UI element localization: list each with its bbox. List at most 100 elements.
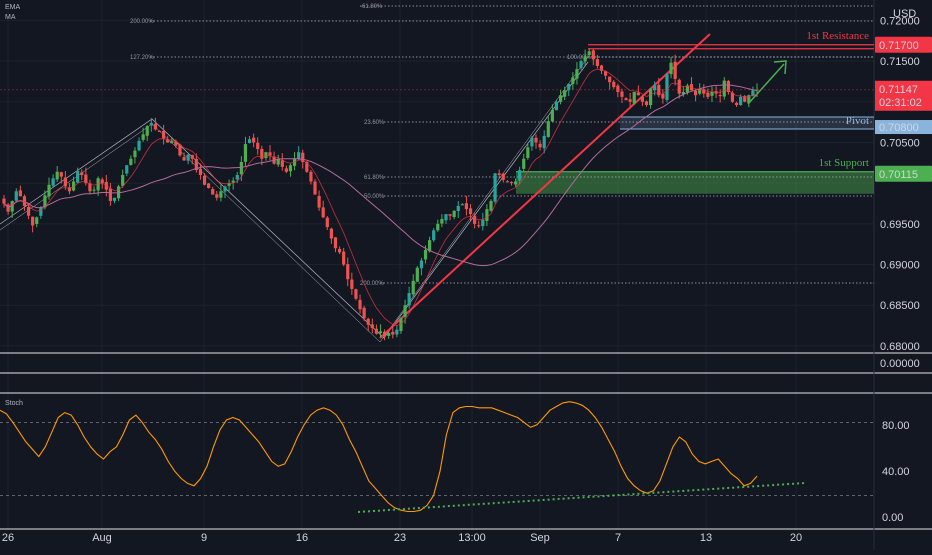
candle-body <box>104 181 108 190</box>
candle-body <box>685 85 690 93</box>
candle-body <box>84 174 88 184</box>
candle-body <box>108 188 113 202</box>
stoch-label: Stoch <box>5 400 23 407</box>
candle-body <box>362 307 366 319</box>
candle-body <box>595 59 599 66</box>
candle-body <box>624 98 628 101</box>
candle-body <box>411 280 415 295</box>
price-tick: 0.72000 <box>880 15 920 27</box>
candle-body <box>702 89 706 94</box>
candle-body <box>22 196 27 206</box>
candle-body <box>211 189 215 195</box>
candle-body <box>403 305 407 317</box>
candle-body <box>112 197 117 201</box>
ema-line <box>3 68 758 327</box>
candle-body <box>661 93 665 99</box>
candle-body <box>419 260 424 269</box>
fib-label: 127.20% <box>130 55 154 61</box>
candle-body <box>444 214 448 221</box>
currency-label: USD <box>893 8 916 20</box>
stoch-tick: 40.00 <box>882 466 910 478</box>
candle-body <box>215 194 219 198</box>
candle-body <box>231 180 235 183</box>
support-tag-text: 0.70115 <box>879 169 918 181</box>
candle-body <box>194 158 198 171</box>
candle-body <box>313 181 317 195</box>
fib-label: 23.60% <box>364 120 385 126</box>
candle-body <box>166 139 170 143</box>
pattern-outline <box>0 61 589 339</box>
candle-body <box>530 137 534 147</box>
candle-body <box>673 61 677 79</box>
candle-body <box>162 130 166 139</box>
candle-body <box>522 158 526 169</box>
candle-body <box>297 152 301 160</box>
ma-line <box>3 84 758 267</box>
candle-body <box>370 324 374 329</box>
candle-body <box>129 158 133 165</box>
candle-body <box>219 191 223 198</box>
fib-label: -61.80% <box>360 4 383 10</box>
candle-body <box>31 216 35 226</box>
time-tick: Aug <box>92 532 112 544</box>
candle-body <box>542 135 546 149</box>
candle-body <box>460 204 464 206</box>
candle-body <box>288 165 293 172</box>
candle-body <box>612 81 616 88</box>
candle-body <box>657 84 661 96</box>
candle-body <box>10 201 14 212</box>
candle-body <box>63 177 67 187</box>
candle-body <box>526 147 530 158</box>
candle-body <box>202 175 207 185</box>
candle-body <box>26 207 31 216</box>
candle-body <box>456 205 460 212</box>
time-tick: 9 <box>201 532 207 544</box>
fib-label: 200.00% <box>360 281 384 287</box>
candle-body <box>256 142 260 149</box>
candle-body <box>722 80 726 97</box>
candle-body <box>358 299 362 310</box>
fib-label: 100.00% <box>567 55 591 61</box>
candle-body <box>415 267 419 282</box>
candle-body <box>493 173 497 202</box>
candle-body <box>391 331 395 335</box>
candle-body <box>644 101 649 105</box>
candle-body <box>264 152 268 158</box>
candle-body <box>76 170 80 183</box>
candle-body <box>538 143 542 148</box>
candle-body <box>80 172 84 175</box>
candle-body <box>575 69 579 79</box>
pivot-zone <box>620 117 874 130</box>
candle-body <box>628 99 632 102</box>
candle-body <box>88 183 92 192</box>
candle-body <box>734 102 739 105</box>
candle-body <box>481 219 485 227</box>
candle-body <box>423 249 428 260</box>
candle-body <box>648 88 653 106</box>
support-label: 1st Support <box>819 157 869 169</box>
candle-body <box>464 203 469 210</box>
candle-body <box>485 209 489 221</box>
candle-body <box>399 318 403 331</box>
candle-body <box>137 140 141 151</box>
candle-body <box>730 92 735 102</box>
pivot-tag-box <box>875 120 932 135</box>
candle-body <box>407 293 411 306</box>
fib-label: 61.80% <box>364 175 385 181</box>
candle-body <box>718 95 722 97</box>
candle-body <box>346 264 350 280</box>
drawings: 1st Resistance Pivot 1st Support -61.80% 200… <box>0 4 874 343</box>
time-tick: 20 <box>790 532 802 544</box>
candle-body <box>681 91 685 95</box>
zero-axis-label: 0.00000 <box>880 358 920 370</box>
candle-body <box>509 182 514 184</box>
resistance-label: 1st Resistance <box>806 30 869 42</box>
candle-body <box>473 215 477 224</box>
candle-body <box>374 328 379 334</box>
candle-body <box>591 50 595 60</box>
price-tick: 0.69000 <box>880 260 920 272</box>
support-tag-box <box>875 165 932 182</box>
candle-body <box>432 230 436 241</box>
price-tick: 0.71500 <box>880 56 920 68</box>
candle-body <box>321 207 325 218</box>
